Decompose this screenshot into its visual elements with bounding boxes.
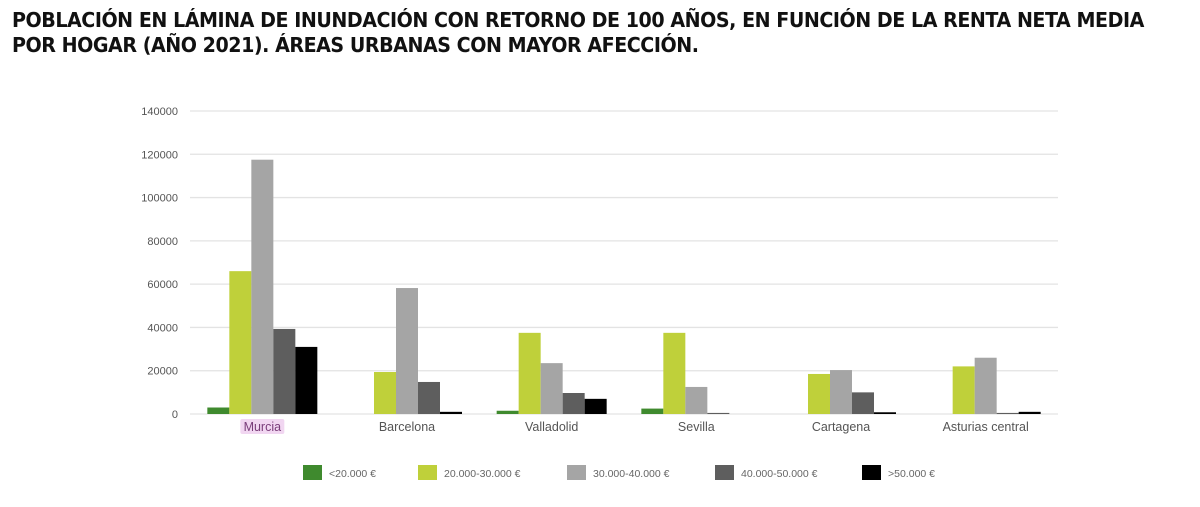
legend-label: 40.000-50.000 € — [741, 468, 818, 480]
legend-swatch — [862, 465, 881, 480]
bar — [852, 392, 874, 414]
y-tick-label: 20000 — [147, 366, 178, 378]
x-category-label: Asturias central — [943, 420, 1029, 434]
y-tick-label: 100000 — [141, 193, 178, 205]
y-tick-label: 140000 — [141, 106, 178, 118]
x-category-label: Valladolid — [525, 420, 578, 434]
bar — [830, 370, 852, 414]
legend-label: 20.000-30.000 € — [444, 468, 521, 480]
y-tick-label: 40000 — [147, 322, 178, 334]
bar — [808, 373, 830, 414]
bar — [1018, 411, 1041, 414]
bar — [518, 332, 541, 414]
legend-swatch — [715, 465, 734, 480]
bar — [685, 386, 708, 414]
legend-swatch — [567, 465, 586, 480]
legend-label: 30.000-40.000 € — [593, 468, 670, 480]
bar — [562, 393, 585, 414]
title-line-2: POR HOGAR (AÑO 2021). ÁREAS URBANAS CON … — [12, 33, 699, 57]
bar — [496, 410, 519, 414]
bar — [396, 288, 418, 414]
y-tick-label: 0 — [172, 409, 178, 421]
x-category-label: Cartagena — [812, 420, 870, 434]
bar — [540, 363, 563, 414]
bar — [974, 357, 997, 414]
y-tick-label: 80000 — [147, 236, 178, 248]
bar — [418, 381, 440, 414]
bar — [440, 411, 462, 414]
bar — [374, 372, 396, 414]
bar — [874, 412, 896, 414]
bar — [707, 412, 730, 414]
legend-label: >50.000 € — [888, 468, 935, 480]
bar — [229, 271, 252, 414]
category-highlight — [240, 419, 285, 434]
legend-swatch — [418, 465, 437, 480]
x-category-label: Murcia — [244, 420, 282, 434]
bar — [996, 412, 1019, 414]
bar — [952, 366, 975, 414]
bar — [584, 398, 607, 414]
bar — [273, 328, 296, 414]
bar — [295, 346, 318, 414]
x-category-label: Sevilla — [678, 420, 715, 434]
bar — [207, 407, 230, 414]
bar — [251, 159, 274, 414]
chart-title: POBLACIÓN EN LÁMINA DE INUNDACIÓN CON RE… — [12, 8, 1144, 58]
x-category-label: Barcelona — [379, 420, 435, 434]
y-tick-label: 120000 — [141, 149, 178, 161]
legend-label: <20.000 € — [329, 468, 376, 480]
title-line-1: POBLACIÓN EN LÁMINA DE INUNDACIÓN CON RE… — [12, 8, 1144, 32]
y-tick-label: 60000 — [147, 279, 178, 291]
bar — [641, 408, 664, 414]
bar — [663, 332, 686, 414]
legend-swatch — [303, 465, 322, 480]
